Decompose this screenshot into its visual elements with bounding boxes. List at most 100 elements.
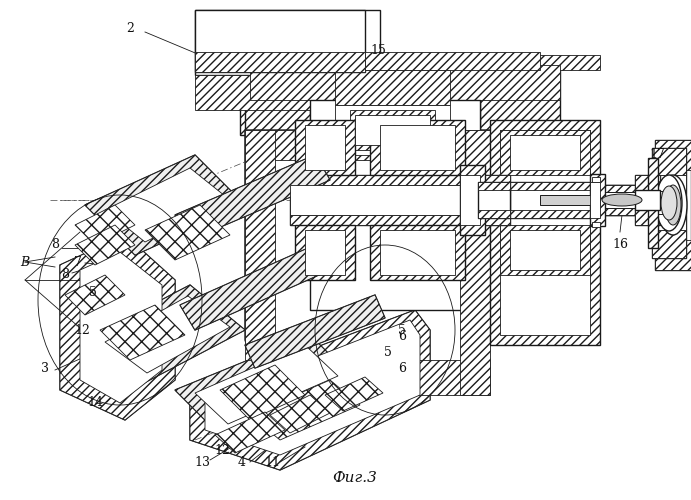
Text: 5: 5 bbox=[89, 286, 97, 300]
Polygon shape bbox=[635, 190, 660, 210]
Polygon shape bbox=[590, 174, 605, 226]
Polygon shape bbox=[510, 210, 595, 218]
Polygon shape bbox=[652, 230, 686, 258]
Polygon shape bbox=[540, 195, 600, 205]
Polygon shape bbox=[190, 310, 430, 470]
Polygon shape bbox=[245, 130, 275, 360]
Polygon shape bbox=[215, 412, 285, 453]
Polygon shape bbox=[652, 148, 686, 258]
Polygon shape bbox=[265, 360, 490, 395]
Polygon shape bbox=[175, 155, 330, 240]
Polygon shape bbox=[655, 191, 668, 214]
Polygon shape bbox=[652, 175, 686, 230]
Polygon shape bbox=[310, 100, 480, 310]
Polygon shape bbox=[478, 210, 510, 218]
Ellipse shape bbox=[665, 185, 681, 225]
Text: 15: 15 bbox=[370, 44, 386, 57]
Text: 4: 4 bbox=[238, 456, 246, 469]
Polygon shape bbox=[510, 182, 595, 190]
Polygon shape bbox=[175, 155, 330, 240]
Polygon shape bbox=[460, 165, 485, 235]
Polygon shape bbox=[190, 310, 430, 470]
Text: 14: 14 bbox=[87, 396, 103, 409]
Polygon shape bbox=[105, 296, 230, 373]
Polygon shape bbox=[100, 305, 185, 360]
Text: 12: 12 bbox=[214, 444, 230, 456]
Polygon shape bbox=[652, 148, 686, 175]
Polygon shape bbox=[592, 177, 600, 182]
Polygon shape bbox=[325, 377, 383, 411]
Polygon shape bbox=[480, 175, 510, 225]
Text: 8: 8 bbox=[51, 238, 59, 252]
Polygon shape bbox=[85, 285, 245, 385]
Text: 13: 13 bbox=[194, 456, 210, 468]
Polygon shape bbox=[60, 235, 175, 420]
Polygon shape bbox=[290, 175, 460, 185]
Polygon shape bbox=[250, 380, 360, 440]
Ellipse shape bbox=[661, 186, 677, 220]
Polygon shape bbox=[460, 130, 490, 395]
Text: B: B bbox=[21, 256, 30, 268]
Text: 6: 6 bbox=[398, 362, 406, 374]
Polygon shape bbox=[500, 193, 640, 207]
Polygon shape bbox=[220, 365, 305, 420]
Polygon shape bbox=[245, 130, 490, 160]
Polygon shape bbox=[480, 205, 660, 215]
Text: 16: 16 bbox=[612, 238, 628, 252]
Text: 2: 2 bbox=[126, 22, 134, 35]
Polygon shape bbox=[595, 185, 655, 215]
Text: 5: 5 bbox=[384, 346, 392, 358]
Polygon shape bbox=[500, 130, 590, 335]
Polygon shape bbox=[85, 155, 245, 255]
Polygon shape bbox=[75, 225, 135, 265]
Polygon shape bbox=[305, 230, 345, 275]
Polygon shape bbox=[180, 245, 330, 330]
Polygon shape bbox=[290, 185, 460, 215]
Polygon shape bbox=[490, 120, 600, 345]
Text: 12: 12 bbox=[74, 324, 90, 336]
Polygon shape bbox=[245, 295, 385, 368]
Polygon shape bbox=[592, 222, 600, 227]
Text: Фиг.3: Фиг.3 bbox=[332, 471, 377, 485]
Polygon shape bbox=[105, 168, 230, 242]
Polygon shape bbox=[240, 65, 540, 135]
Text: 8: 8 bbox=[61, 268, 69, 281]
Polygon shape bbox=[75, 205, 135, 245]
Text: 17: 17 bbox=[649, 148, 665, 162]
Polygon shape bbox=[635, 175, 660, 225]
Polygon shape bbox=[145, 205, 230, 260]
Polygon shape bbox=[180, 245, 330, 330]
Polygon shape bbox=[245, 130, 490, 395]
Polygon shape bbox=[195, 345, 338, 424]
Polygon shape bbox=[478, 182, 510, 190]
Polygon shape bbox=[195, 75, 380, 110]
Polygon shape bbox=[480, 70, 560, 335]
Polygon shape bbox=[195, 10, 380, 75]
Polygon shape bbox=[175, 335, 355, 435]
Polygon shape bbox=[595, 208, 655, 215]
Polygon shape bbox=[370, 120, 465, 175]
Polygon shape bbox=[500, 130, 590, 175]
Polygon shape bbox=[240, 55, 600, 70]
Polygon shape bbox=[600, 192, 645, 208]
Polygon shape bbox=[290, 175, 460, 225]
Polygon shape bbox=[270, 395, 330, 433]
Polygon shape bbox=[370, 225, 465, 280]
Polygon shape bbox=[195, 52, 365, 72]
Text: 7: 7 bbox=[74, 256, 82, 270]
Polygon shape bbox=[245, 65, 310, 330]
Polygon shape bbox=[335, 70, 450, 105]
Polygon shape bbox=[655, 240, 691, 270]
Polygon shape bbox=[635, 175, 660, 225]
Polygon shape bbox=[595, 185, 655, 192]
Text: 3: 3 bbox=[41, 362, 49, 374]
Polygon shape bbox=[355, 115, 430, 145]
Polygon shape bbox=[510, 135, 580, 170]
Polygon shape bbox=[65, 275, 125, 315]
Polygon shape bbox=[655, 140, 691, 170]
Polygon shape bbox=[295, 225, 355, 280]
Polygon shape bbox=[290, 215, 460, 225]
Polygon shape bbox=[590, 182, 600, 218]
Polygon shape bbox=[380, 125, 455, 170]
Polygon shape bbox=[305, 125, 345, 170]
